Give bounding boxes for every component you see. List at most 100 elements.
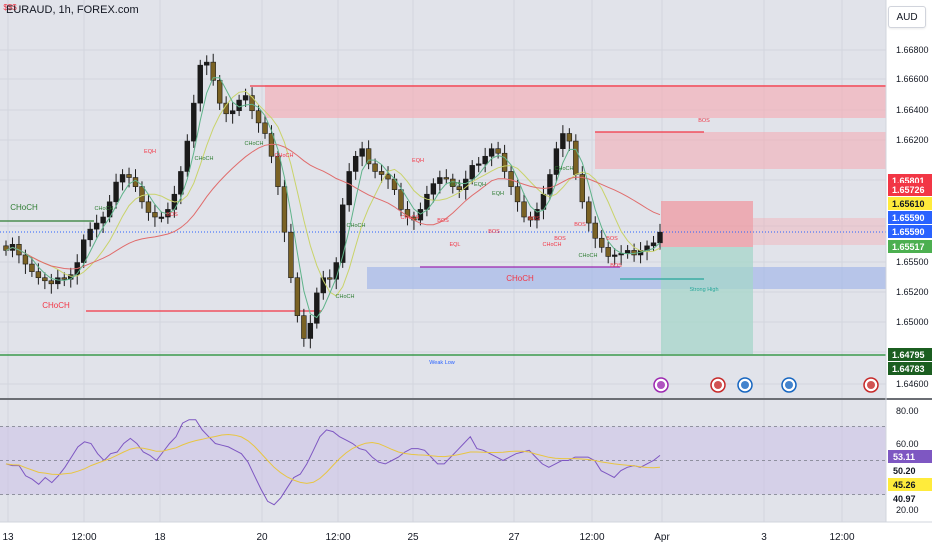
structure-label: CHoCH xyxy=(95,206,114,212)
structure-label: BOS xyxy=(488,229,500,235)
price-tag: 1.65590 xyxy=(892,227,925,237)
candle-body xyxy=(404,209,411,218)
event-icon-dot xyxy=(657,381,665,389)
structure-label: CHoCH xyxy=(506,274,534,283)
candle-body xyxy=(288,231,294,279)
candle-body xyxy=(42,277,48,282)
candle-body xyxy=(249,95,255,112)
candle-body xyxy=(255,110,262,124)
candle-body xyxy=(352,155,359,172)
rsi-tag: 53.11 xyxy=(893,452,915,462)
currency-button[interactable]: AUD xyxy=(888,6,926,28)
rsi-tag-bg xyxy=(888,464,932,477)
candle-body xyxy=(488,148,495,157)
event-icon-dot xyxy=(741,381,749,389)
candle-body xyxy=(378,171,385,175)
structure-label: BOS xyxy=(554,236,566,242)
candle-body xyxy=(527,216,534,221)
structure-label: BOS xyxy=(166,212,178,218)
structure-label: CHoCH xyxy=(195,156,214,162)
candle-body xyxy=(475,163,482,166)
structure-label: CHoCH xyxy=(347,223,366,229)
structure-label: CHoCH xyxy=(401,215,420,221)
candle-body xyxy=(184,140,191,172)
ma-slow-line xyxy=(5,143,661,270)
rsi-tag: 45.26 xyxy=(893,480,916,490)
rsi-tick: 80.00 xyxy=(896,406,919,416)
candle-body xyxy=(327,277,333,280)
time-tick: 12:00 xyxy=(579,532,604,543)
price-tag: 1.64783 xyxy=(892,364,925,374)
structure-label: CHoCH xyxy=(275,153,294,159)
structure-label: CHoCH xyxy=(10,203,38,212)
candle-body xyxy=(560,133,566,149)
candle-body xyxy=(650,242,657,247)
candle-body xyxy=(657,231,663,244)
time-tick: 12:00 xyxy=(71,532,96,543)
candle-body xyxy=(573,140,579,175)
price-tag: 1.65801 xyxy=(892,176,925,186)
candle-body xyxy=(281,186,288,233)
price-tag: 1.65726 xyxy=(892,185,925,195)
price-tag-bg xyxy=(888,362,932,375)
event-icon-dot xyxy=(785,381,793,389)
price-tag: 1.65590 xyxy=(892,213,925,223)
event-icon-dot xyxy=(714,381,722,389)
price-tag-bg xyxy=(888,348,932,361)
time-tick: 27 xyxy=(508,532,520,543)
price-tick: 1.66200 xyxy=(896,135,929,145)
candle-body xyxy=(145,201,152,213)
candle-body xyxy=(29,263,35,272)
price-tick: 1.64600 xyxy=(896,379,929,389)
candle-body xyxy=(424,193,430,210)
supply-zone-strong-high xyxy=(595,132,886,169)
structure-label: EQH xyxy=(412,158,424,164)
rsi-tag: 50.20 xyxy=(893,466,916,476)
candle-body xyxy=(592,222,598,239)
candle-body xyxy=(262,122,268,134)
time-tick: 13 xyxy=(2,532,14,543)
price-tag: 1.65517 xyxy=(892,242,925,252)
price-tag-bg xyxy=(888,211,932,224)
candle-body xyxy=(22,254,29,265)
structure-label: CHoCH xyxy=(245,141,264,147)
candle-body xyxy=(35,271,42,279)
candle-body xyxy=(210,61,216,81)
candle-body xyxy=(152,212,158,218)
candle-body xyxy=(314,292,320,324)
candle-body xyxy=(365,148,372,165)
candle-body xyxy=(197,64,203,104)
price-tag-bg xyxy=(888,240,932,253)
candle-body xyxy=(100,216,106,224)
price-tag-bg xyxy=(888,225,932,238)
time-axis-bg xyxy=(0,522,932,550)
candle-body xyxy=(294,277,301,316)
candle-body xyxy=(463,178,469,190)
candle-body xyxy=(417,209,424,221)
structure-label: CHoCH xyxy=(579,253,598,259)
position-stop-zone xyxy=(661,201,753,247)
candle-body xyxy=(624,250,631,254)
candle-body xyxy=(553,148,560,175)
candle-body xyxy=(437,177,443,184)
candle-body xyxy=(514,186,521,203)
rsi-tag-bg xyxy=(888,492,932,505)
candle-body xyxy=(398,189,404,210)
candle-body xyxy=(586,201,592,224)
candle-body xyxy=(430,183,437,195)
ma-ultra-line xyxy=(5,77,661,319)
candle-body xyxy=(48,280,55,285)
candle-body xyxy=(346,171,352,206)
candle-body xyxy=(547,174,553,195)
position-target-zone xyxy=(661,247,753,354)
candle-body xyxy=(61,277,67,280)
candle-body xyxy=(139,186,145,203)
structure-label: Strong High xyxy=(689,287,718,293)
structure-label: EQH xyxy=(144,149,156,155)
structure-label: EQL xyxy=(449,242,460,248)
structure-label: BOS xyxy=(449,182,461,188)
price-tick: 1.66600 xyxy=(896,74,929,84)
candle-body xyxy=(275,155,281,187)
